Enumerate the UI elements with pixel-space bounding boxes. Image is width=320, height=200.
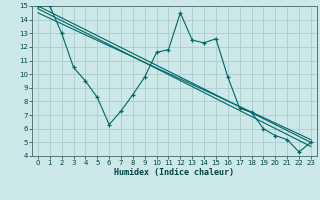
X-axis label: Humidex (Indice chaleur): Humidex (Indice chaleur): [115, 168, 234, 177]
